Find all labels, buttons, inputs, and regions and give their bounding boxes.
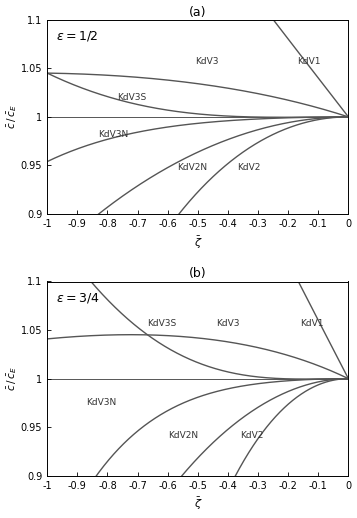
Text: KdV2N: KdV2N	[177, 163, 207, 172]
Title: (a): (a)	[189, 6, 207, 19]
Text: KdV3S: KdV3S	[147, 319, 176, 328]
Y-axis label: $\bar{c}\,/\,\bar{c}_E$: $\bar{c}\,/\,\bar{c}_E$	[6, 105, 20, 130]
Text: KdV3N: KdV3N	[86, 398, 116, 408]
Text: KdV2: KdV2	[240, 430, 264, 439]
X-axis label: $\bar{\zeta}$: $\bar{\zeta}$	[193, 235, 202, 251]
Text: KdV3S: KdV3S	[117, 93, 146, 102]
Text: KdV2N: KdV2N	[168, 430, 198, 439]
Text: $\varepsilon=3/4$: $\varepsilon=3/4$	[56, 291, 100, 305]
Text: KdV3: KdV3	[216, 319, 240, 328]
Text: KdV3: KdV3	[195, 57, 218, 66]
Text: KdV1: KdV1	[301, 319, 324, 328]
Text: KdV1: KdV1	[297, 57, 321, 66]
X-axis label: $\bar{\zeta}$: $\bar{\zeta}$	[193, 496, 202, 512]
Text: $\varepsilon=1/2$: $\varepsilon=1/2$	[56, 30, 99, 44]
Text: KdV3N: KdV3N	[98, 130, 129, 139]
Text: KdV2: KdV2	[237, 163, 261, 172]
Y-axis label: $\bar{c}\,/\,\bar{c}_E$: $\bar{c}\,/\,\bar{c}_E$	[6, 366, 20, 391]
Title: (b): (b)	[189, 267, 207, 280]
